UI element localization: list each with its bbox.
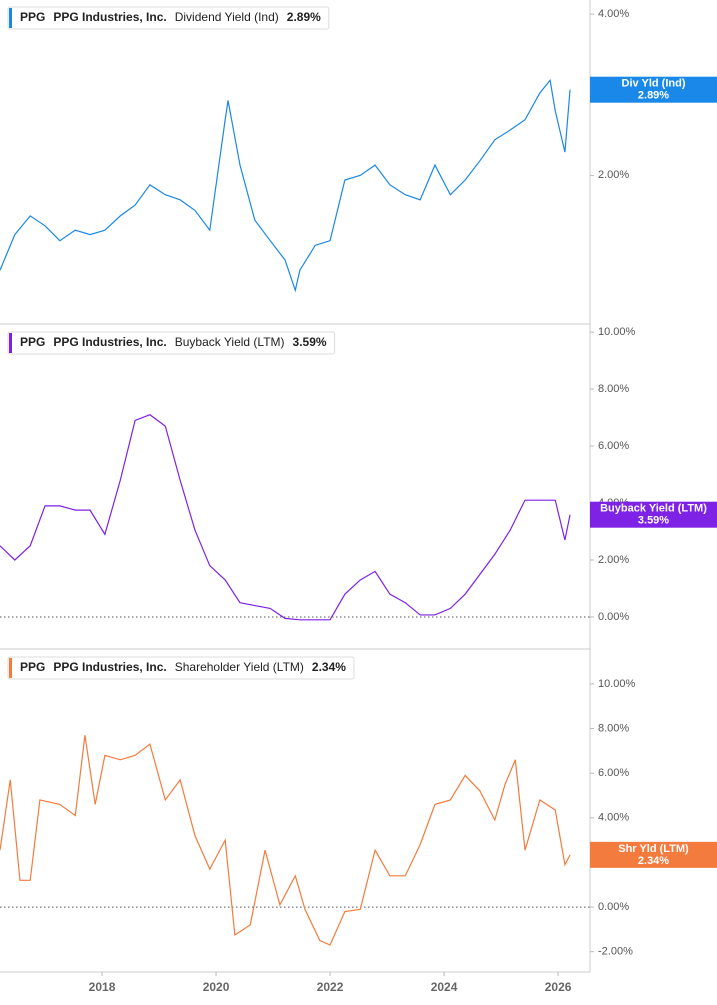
- value-tag: [590, 501, 717, 528]
- y-tick-label: 8.00%: [598, 722, 629, 734]
- y-tick-label: 2.00%: [598, 554, 629, 566]
- legend-series-name: Dividend Yield (Ind): [175, 10, 279, 24]
- legend-box: [7, 656, 355, 680]
- legend-swatch: [9, 658, 12, 678]
- x-tick-label: 2022: [317, 980, 344, 994]
- y-tick-label: 2.00%: [598, 169, 629, 181]
- x-tick-label: 2024: [431, 980, 458, 994]
- value-tag-value: 2.34%: [638, 855, 669, 867]
- legend-company: PPG Industries, Inc.: [53, 10, 166, 24]
- x-tick-label: 2018: [89, 980, 116, 994]
- legend-value: 3.59%: [293, 335, 327, 349]
- x-tick-label: 2026: [545, 980, 572, 994]
- legend-company: PPG Industries, Inc.: [53, 335, 166, 349]
- y-tick-label: 4.00%: [598, 812, 629, 824]
- value-tag-name: Shr Yld (LTM): [618, 843, 689, 855]
- legend-box: [7, 331, 336, 355]
- legend-series-name: Shareholder Yield (LTM): [175, 660, 304, 674]
- y-tick-label: 6.00%: [598, 440, 629, 452]
- x-tick-label: 2020: [203, 980, 230, 994]
- value-tag-value: 3.59%: [638, 515, 669, 527]
- y-tick-label: 10.00%: [598, 678, 636, 690]
- series-line: [0, 735, 571, 946]
- y-tick-label: 0.00%: [598, 901, 629, 913]
- value-tag: [590, 841, 717, 868]
- legend-box: [7, 6, 330, 30]
- legend-value: 2.34%: [312, 660, 346, 674]
- legend-series-name: Buyback Yield (LTM): [175, 335, 285, 349]
- legend-swatch: [9, 8, 12, 28]
- legend-ticker: PPG: [20, 10, 45, 24]
- legend-company: PPG Industries, Inc.: [53, 660, 166, 674]
- value-tag: [590, 76, 717, 103]
- series-line: [0, 414, 571, 621]
- y-tick-label: 6.00%: [598, 767, 629, 779]
- series-line: [0, 78, 571, 293]
- y-tick-label: 4.00%: [598, 8, 629, 20]
- y-tick-label: -2.00%: [598, 946, 633, 958]
- y-tick-label: 0.00%: [598, 611, 629, 623]
- legend-ticker: PPG: [20, 335, 45, 349]
- value-tag-name: Div Yld (Ind): [622, 78, 686, 90]
- y-tick-label: 10.00%: [598, 326, 636, 338]
- legend-value: 2.89%: [287, 10, 321, 24]
- y-tick-label: 8.00%: [598, 383, 629, 395]
- legend-ticker: PPG: [20, 660, 45, 674]
- value-tag-value: 2.89%: [638, 90, 669, 102]
- legend-swatch: [9, 333, 12, 353]
- value-tag-name: Buyback Yield (LTM): [600, 503, 707, 515]
